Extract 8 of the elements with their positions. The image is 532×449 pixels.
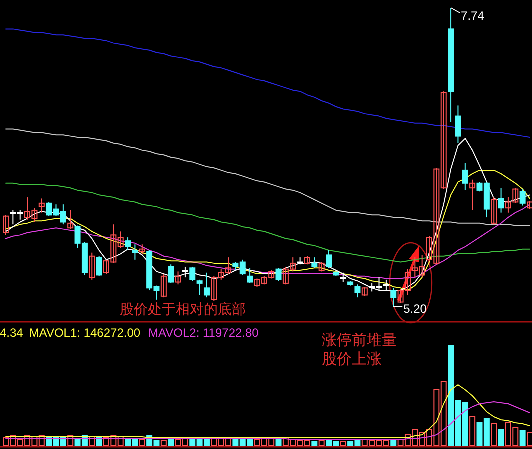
legend-item: MAVOL1: 146272.00 [29,326,141,340]
annotation: 涨停前堆量 [322,332,397,349]
legend-item: MAVOL2: 119722.80 [148,326,259,340]
annotation: 7.74 [461,9,485,23]
annotation: 股价上涨 [322,351,382,368]
annotation: 5.20 [404,302,428,316]
annotation: 股价处于相对的底部 [120,301,246,317]
text: 4.34 [0,326,24,340]
